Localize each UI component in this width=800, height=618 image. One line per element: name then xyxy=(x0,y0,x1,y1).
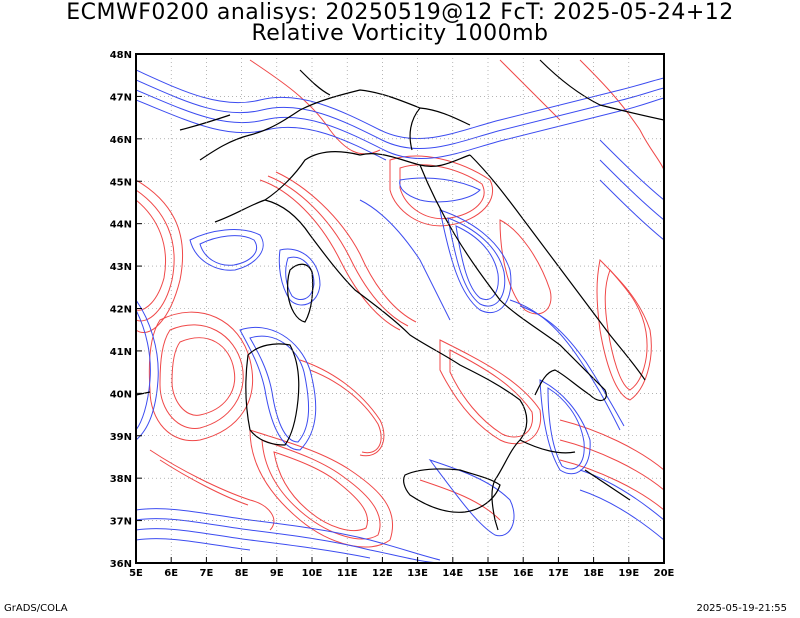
lon-tick-label: 12E xyxy=(372,568,393,579)
lat-tick-label: 48N xyxy=(110,50,132,61)
lon-tick-label: 15E xyxy=(478,568,499,579)
lon-tick-label: 5E xyxy=(129,568,143,579)
longitude-axis: 5E 6E 7E 8E 9E 10E 11E 12E 13E 14E 15E 16E 17E 18E 19E… xyxy=(129,557,675,579)
lon-tick-label: 18E xyxy=(583,568,604,579)
vorticity-contours xyxy=(136,59,664,563)
lat-tick-label: 39N xyxy=(110,432,132,443)
lon-tick-label: 20E xyxy=(654,568,675,579)
lon-tick-label: 8E xyxy=(235,568,249,579)
lon-tick-label: 16E xyxy=(513,568,534,579)
lat-lon-grid xyxy=(136,54,664,563)
lon-tick-label: 19E xyxy=(618,568,639,579)
lon-tick-label: 10E xyxy=(302,568,323,579)
lat-tick-label: 37N xyxy=(110,517,132,528)
lon-tick-label: 14E xyxy=(442,568,463,579)
lon-tick-label: 9E xyxy=(270,568,284,579)
lat-tick-label: 38N xyxy=(110,474,132,485)
latitude-axis: 36N 37N 38N 39N 40N 41N 42N 43N 44N 45N 46N 47N 48N xyxy=(110,50,142,570)
lon-tick-label: 11E xyxy=(337,568,358,579)
footer-timestamp: 2025-05-19-21:55 xyxy=(696,603,787,614)
lat-tick-label: 44N xyxy=(110,220,132,231)
lat-tick-label: 40N xyxy=(110,389,132,400)
lat-tick-label: 46N xyxy=(110,135,132,146)
lat-tick-label: 36N xyxy=(110,559,132,570)
lat-tick-label: 47N xyxy=(110,92,132,103)
lon-tick-label: 6E xyxy=(164,568,178,579)
footer-software-label: GrADS/COLA xyxy=(4,603,68,614)
map-title-line1: ECMWF0200 analisys: 20250519@12 FcT: 202… xyxy=(66,0,734,25)
lat-tick-label: 41N xyxy=(110,347,132,358)
lat-tick-label: 43N xyxy=(110,262,132,273)
lon-tick-label: 7E xyxy=(200,568,214,579)
lat-tick-label: 42N xyxy=(110,305,132,316)
lon-tick-label: 13E xyxy=(407,568,428,579)
lon-tick-label: 17E xyxy=(548,568,569,579)
negative-vorticity-contours xyxy=(136,69,664,563)
positive-vorticity-contours xyxy=(136,59,664,548)
map-title-line2: Relative Vorticity 1000mb xyxy=(251,21,549,46)
coastline xyxy=(136,59,664,531)
lat-tick-label: 45N xyxy=(110,177,132,188)
